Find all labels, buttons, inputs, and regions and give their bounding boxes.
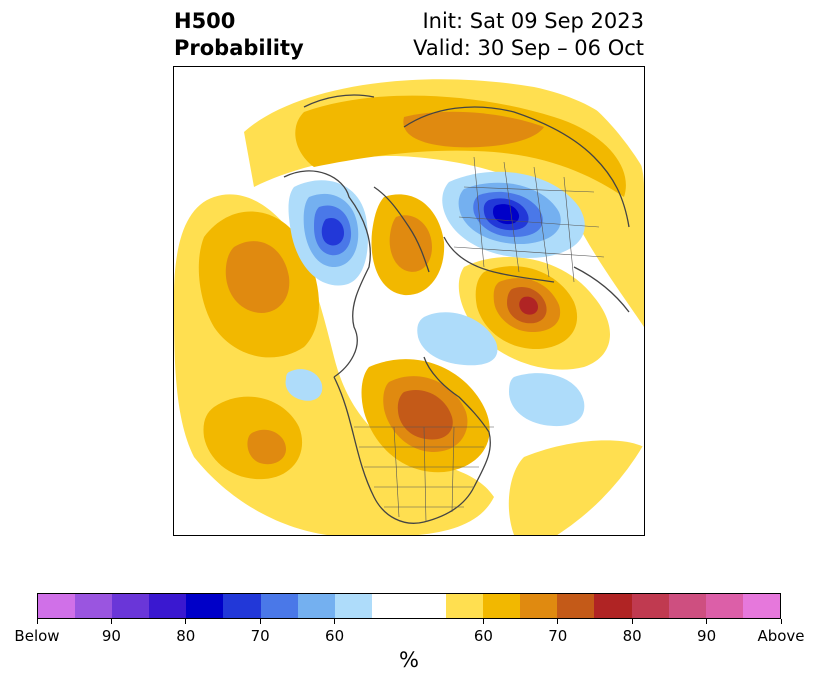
colorbar-segment — [297, 594, 335, 618]
colorbar-segment — [112, 594, 150, 618]
natlantic-below-light — [509, 373, 585, 427]
colorbar-segment — [520, 594, 558, 618]
political-boundaries — [354, 156, 605, 523]
globe-disk — [174, 67, 644, 535]
eastasia-above-darkred — [519, 296, 538, 315]
colorbar-tick — [110, 619, 112, 624]
colorbar-tick-label: 60 — [473, 627, 493, 645]
alaska-below-core — [321, 217, 344, 246]
figure-title-right: Init: Sat 09 Sep 2023 Valid: 30 Sep – 06… — [413, 8, 644, 62]
colorbar-segment — [483, 594, 521, 618]
colorbar-segment — [594, 594, 632, 618]
colorbar-tick-label: Below — [14, 627, 60, 645]
colorbar-tick-label: 90 — [697, 627, 717, 645]
colorbar-segment — [446, 594, 484, 618]
siberia-below-deep — [493, 204, 520, 225]
colorbar-tick-label: 80 — [176, 627, 196, 645]
colorbar-tick — [631, 619, 633, 624]
colorbar-tick-label: Above — [757, 627, 805, 645]
init-date: Init: Sat 09 Sep 2023 — [422, 9, 644, 33]
map-panel — [173, 66, 645, 536]
colorbar-segment — [334, 594, 372, 618]
pacific-above-darkorange — [225, 241, 290, 313]
south-pacific-above-darkorange — [247, 429, 286, 465]
colorbar-segment — [260, 594, 298, 618]
colorbar-segment — [631, 594, 669, 618]
valid-range: Valid: 30 Sep – 06 Oct — [413, 36, 644, 60]
arctic-above-darkorange — [403, 111, 544, 148]
kamchatka-above-darkorange — [389, 215, 432, 272]
colorbar — [37, 593, 781, 619]
colorbar-tick-label: 80 — [622, 627, 642, 645]
colorbar-unit-label: % — [399, 648, 419, 672]
colorbar-segment — [186, 594, 224, 618]
hudson-below-light — [417, 312, 498, 366]
colorbar-segment — [223, 594, 261, 618]
colorbar-segment — [371, 594, 447, 618]
colorbar-segment — [668, 594, 706, 618]
colorbar-tick — [557, 619, 559, 624]
npacific-below-light — [285, 369, 323, 401]
colorbar-segment — [75, 594, 113, 618]
probability-map — [174, 67, 644, 535]
colorbar-tick — [780, 619, 782, 624]
colorbar-segment — [705, 594, 743, 618]
title-product: Probability — [174, 36, 304, 60]
colorbar-tick-label: 70 — [548, 627, 568, 645]
colorbar-segment — [742, 594, 780, 618]
coastlines — [283, 94, 630, 524]
colorbar-tick — [334, 619, 336, 624]
colorbar-tick — [36, 619, 38, 624]
colorbar-tick — [185, 619, 187, 624]
colorbar-tick — [706, 619, 708, 624]
title-variable: H500 — [174, 9, 236, 33]
colorbar-segment — [557, 594, 595, 618]
colorbar-tick-label: 70 — [250, 627, 270, 645]
colorbar-tick — [259, 619, 261, 624]
colorbar-tick — [482, 619, 484, 624]
figure-title-left: H500 Probability — [174, 8, 304, 62]
colorbar-tick-label: 60 — [325, 627, 345, 645]
colorbar-tick-label: 90 — [101, 627, 121, 645]
colorbar-segment — [38, 594, 76, 618]
colorbar-segment — [149, 594, 187, 618]
